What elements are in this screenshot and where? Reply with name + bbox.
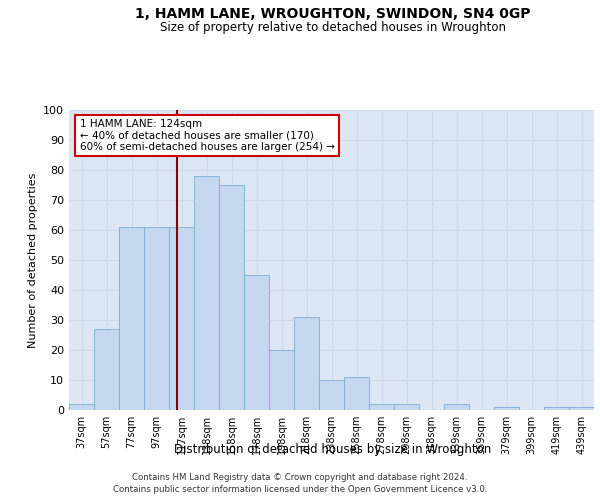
Bar bbox=[69, 404, 94, 410]
Bar bbox=[544, 407, 569, 410]
Text: Distribution of detached houses by size in Wroughton: Distribution of detached houses by size … bbox=[175, 442, 491, 456]
Bar bbox=[319, 380, 344, 410]
Y-axis label: Number of detached properties: Number of detached properties bbox=[28, 172, 38, 348]
Bar bbox=[244, 275, 269, 410]
Bar bbox=[219, 185, 244, 410]
Bar bbox=[119, 227, 144, 410]
Text: Contains public sector information licensed under the Open Government Licence v3: Contains public sector information licen… bbox=[113, 485, 487, 494]
Text: Contains HM Land Registry data © Crown copyright and database right 2024.: Contains HM Land Registry data © Crown c… bbox=[132, 472, 468, 482]
Bar bbox=[94, 329, 119, 410]
Text: 1, HAMM LANE, WROUGHTON, SWINDON, SN4 0GP: 1, HAMM LANE, WROUGHTON, SWINDON, SN4 0G… bbox=[135, 8, 531, 22]
Text: 1 HAMM LANE: 124sqm
← 40% of detached houses are smaller (170)
60% of semi-detac: 1 HAMM LANE: 124sqm ← 40% of detached ho… bbox=[79, 119, 335, 152]
Bar bbox=[169, 227, 194, 410]
Bar bbox=[369, 404, 394, 410]
Bar bbox=[294, 317, 319, 410]
Text: Size of property relative to detached houses in Wroughton: Size of property relative to detached ho… bbox=[160, 21, 506, 34]
Bar bbox=[494, 407, 519, 410]
Bar bbox=[144, 227, 169, 410]
Bar bbox=[269, 350, 294, 410]
Bar bbox=[394, 404, 419, 410]
Bar bbox=[444, 404, 469, 410]
Bar bbox=[194, 176, 219, 410]
Bar bbox=[344, 377, 369, 410]
Bar bbox=[569, 407, 594, 410]
